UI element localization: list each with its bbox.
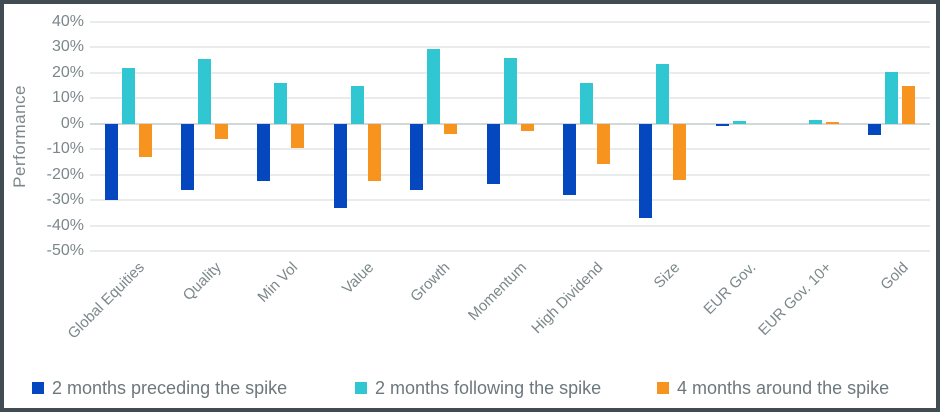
bar bbox=[257, 123, 271, 182]
y-tick-label: 40% bbox=[51, 13, 84, 30]
y-tick-label: 10% bbox=[51, 89, 84, 107]
y-tick-label: -30% bbox=[46, 191, 84, 209]
gridline bbox=[90, 173, 930, 176]
bar bbox=[198, 58, 212, 124]
y-tick-label: -40% bbox=[46, 216, 84, 234]
legend-item: 2 months following the spike bbox=[355, 374, 601, 402]
bar bbox=[673, 123, 687, 180]
legend-swatch-icon bbox=[32, 382, 44, 394]
x-axis-label: Quality bbox=[179, 259, 225, 305]
gridline bbox=[90, 199, 930, 202]
legend: 2 months preceding the spike 2 months fol… bbox=[4, 374, 936, 404]
bar bbox=[885, 71, 899, 124]
bar bbox=[444, 123, 458, 134]
x-axis-label: Momentum bbox=[464, 259, 531, 325]
bar bbox=[868, 123, 882, 136]
legend-label: 2 months preceding the spike bbox=[52, 377, 288, 398]
legend-label: 2 months following the spike bbox=[375, 377, 602, 398]
x-axis-label: Min Vol bbox=[254, 259, 301, 306]
bar bbox=[732, 121, 746, 124]
x-axis-label: Global Equities bbox=[64, 259, 149, 343]
bar bbox=[104, 123, 118, 201]
legend-label: 4 months around the spike bbox=[677, 377, 890, 398]
x-axis-labels: Global Equities Quality Min Vol Value Growth… bbox=[65, 259, 930, 367]
gridline bbox=[90, 250, 930, 252]
bar bbox=[333, 123, 347, 208]
gridline bbox=[90, 21, 930, 23]
y-tick-label: 0% bbox=[60, 114, 84, 132]
x-axis-label: EUR Gov. bbox=[700, 259, 760, 318]
x-axis-label: Gold bbox=[877, 259, 912, 294]
bar bbox=[639, 123, 653, 218]
bar bbox=[520, 123, 534, 132]
bar bbox=[138, 123, 152, 157]
bar bbox=[181, 123, 195, 190]
bar bbox=[503, 57, 517, 124]
bar bbox=[825, 121, 839, 124]
bar bbox=[410, 123, 424, 190]
y-tick-label: -10% bbox=[46, 140, 84, 158]
x-axis-label: Value bbox=[338, 259, 378, 298]
x-axis-label: Growth bbox=[407, 259, 454, 306]
bar bbox=[350, 85, 364, 124]
x-axis-label: EUR Gov. 10+ bbox=[755, 259, 836, 339]
y-axis-ticks: 40% 30% 20% 10% 0% -10% -20% -30% -40% -50% bbox=[4, 13, 84, 259]
legend-swatch-icon bbox=[355, 382, 367, 394]
bar bbox=[715, 123, 729, 127]
bar bbox=[656, 63, 670, 124]
bar bbox=[579, 83, 593, 124]
bar bbox=[367, 123, 381, 182]
bar bbox=[902, 85, 916, 124]
y-tick-label: -50% bbox=[46, 242, 84, 259]
bar bbox=[274, 83, 288, 124]
bar bbox=[427, 48, 441, 124]
bar bbox=[215, 123, 229, 140]
bar bbox=[808, 120, 822, 124]
legend-item: 4 months around the spike bbox=[657, 374, 889, 402]
zero-line bbox=[90, 122, 930, 125]
x-axis-label: Size bbox=[650, 259, 683, 292]
legend-swatch-icon bbox=[657, 382, 669, 394]
gridline bbox=[90, 46, 930, 49]
gridline bbox=[90, 148, 930, 151]
legend-item: 2 months preceding the spike bbox=[32, 374, 287, 402]
bar bbox=[596, 123, 610, 165]
bar bbox=[486, 123, 500, 184]
bar bbox=[291, 123, 305, 148]
y-tick-label: 20% bbox=[51, 63, 84, 81]
bar bbox=[121, 67, 135, 124]
bar bbox=[562, 123, 576, 195]
y-tick-label: -20% bbox=[46, 165, 84, 183]
x-axis-label: High Dividend bbox=[528, 259, 607, 338]
y-tick-label: 30% bbox=[51, 38, 84, 56]
gridline bbox=[90, 224, 930, 227]
plot-area bbox=[90, 21, 930, 252]
